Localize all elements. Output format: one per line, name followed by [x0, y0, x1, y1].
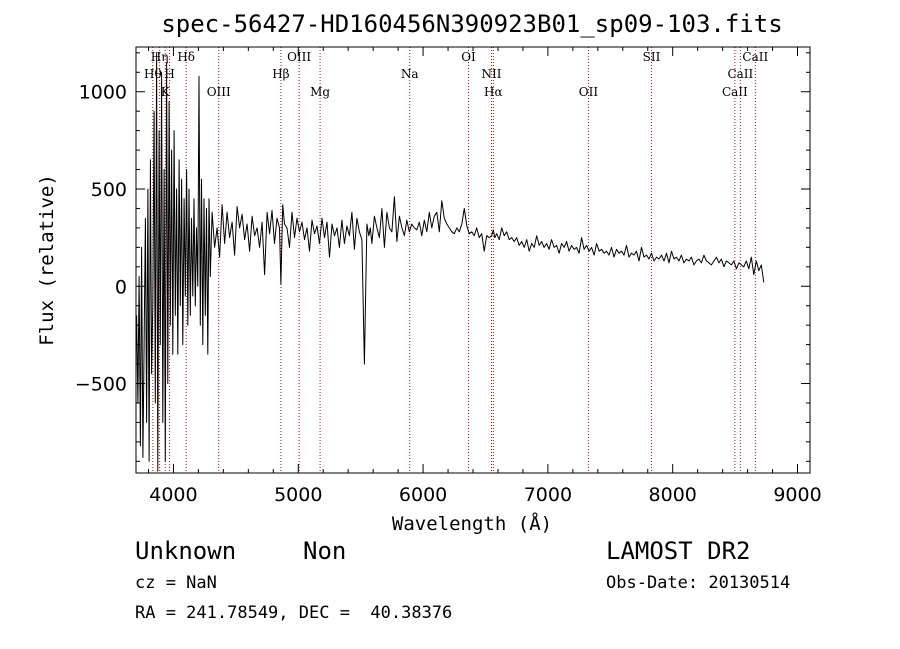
x-tick-label: 8000 [649, 484, 697, 506]
marker-label: H [164, 67, 174, 81]
redshift-value: cz = NaN [135, 573, 217, 593]
marker-label: SII [643, 50, 661, 64]
marker-label: Na [401, 67, 419, 81]
marker-label: Mg [310, 85, 330, 99]
axis-ticks: 4000 5000 6000 7000 8000 9000 −500 0 500 1000 [75, 47, 822, 506]
marker-label: OI [461, 50, 476, 64]
marker-label: OIII [287, 50, 311, 64]
spectrum-line [136, 52, 765, 472]
x-tick-label: 4000 [149, 484, 197, 506]
y-axis-label: Flux (relative) [36, 174, 58, 346]
y-tick-label: 1000 [79, 82, 127, 104]
survey-name: LAMOST DR2 [606, 537, 751, 565]
marker-label: CaII [742, 50, 768, 64]
y-tick-label: 500 [91, 179, 127, 201]
x-tick-label: 5000 [274, 484, 322, 506]
marker-label: Hδ [177, 50, 195, 64]
coordinates: RA = 241.78549, DEC = 40.38376 [135, 603, 453, 623]
marker-label: OIII [207, 85, 231, 99]
chart-title: spec-56427-HD160456N390923B01_sp09-103.f… [161, 10, 782, 38]
marker-label: Hα [484, 85, 503, 99]
marker-label: CaII [722, 85, 748, 99]
object-class: Unknown [135, 537, 237, 565]
x-axis-label: Wavelength (Å) [392, 512, 552, 535]
y-tick-label: 0 [115, 276, 127, 298]
marker-label: NII [481, 67, 501, 81]
obs-date: Obs-Date: 20130514 [606, 573, 791, 593]
marker-label: Hθ [144, 67, 162, 81]
marker-label: Hβ [272, 67, 289, 81]
x-tick-label: 6000 [399, 484, 447, 506]
x-tick-label: 9000 [773, 484, 821, 506]
marker-label: CaII [727, 67, 753, 81]
x-tick-label: 7000 [524, 484, 572, 506]
marker-label: Hη [151, 50, 169, 64]
marker-label: OII [579, 85, 599, 99]
object-subclass: Non [303, 537, 347, 565]
y-tick-label: −500 [75, 374, 127, 396]
spectrum-layer [136, 52, 765, 472]
marker-label: K [161, 85, 171, 99]
plot-frame [135, 46, 811, 474]
